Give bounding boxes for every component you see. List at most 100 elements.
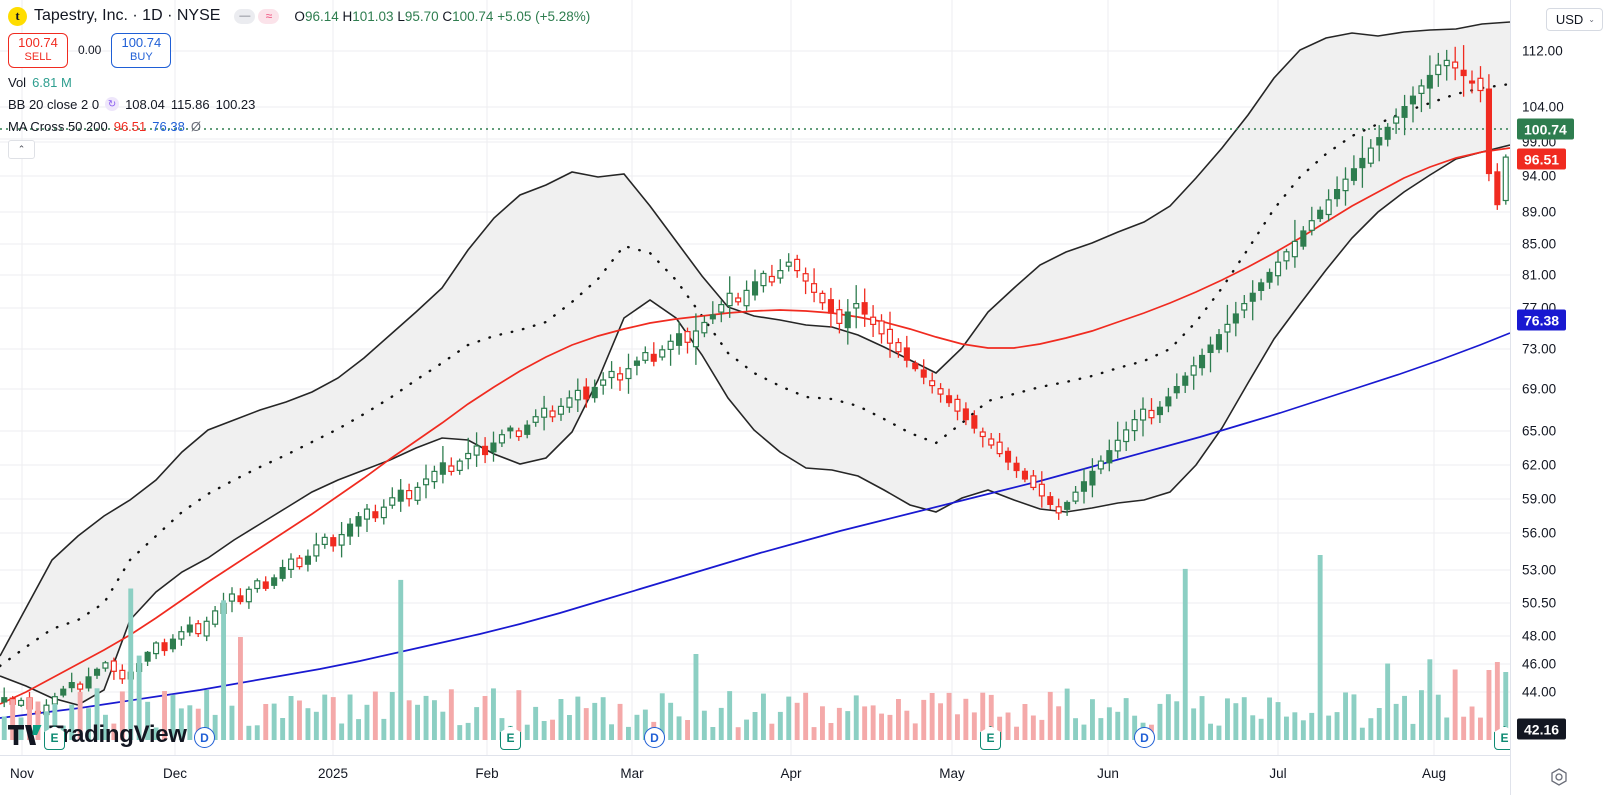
price-badge-dark: 42.16 [1517,718,1567,740]
candle-body [726,292,733,307]
volume-bar [1005,712,1011,740]
scale-settings-icon[interactable] [1549,767,1569,787]
volume-bar [676,716,682,740]
price-tick: 56.00 [1522,525,1557,541]
earnings-marker[interactable]: E [500,726,521,750]
currency-selector[interactable]: USD ⌄ [1545,8,1603,31]
volume-bar [1165,694,1171,740]
chart-legend: t Tapestry, Inc. · 1D · NYSE — ≈ O96.14 … [8,4,590,159]
candle-body [1123,429,1130,443]
volume-bar [668,702,674,740]
volume-bar [1393,703,1399,740]
dividend-marker[interactable]: D [1134,727,1155,748]
candle-body [937,388,944,395]
bb-basis-value: 108.04 [125,96,165,112]
candle-body [1494,171,1501,206]
indicator-volume[interactable]: Vol 6.81 M [8,75,590,90]
volume-bar [170,694,176,740]
volume-bar [1216,725,1222,740]
bb-label: BB 20 close 2 0 [8,96,100,112]
volume-bar [136,655,142,740]
change-value: +5.05 [497,8,532,24]
volume-bar [845,711,851,740]
volume-bar [313,711,319,740]
sell-label: SELL [24,50,52,63]
candlestick-series [1,45,1509,719]
candle-body [1106,450,1113,464]
volume-bar [1309,712,1315,740]
volume-bar [567,715,572,740]
candle-body [1004,450,1012,463]
indicator-bollinger-bands[interactable]: BB 20 close 2 0 ↻ 108.04 115.86 100.23 [8,97,590,112]
price-tick: 44.00 [1522,684,1557,700]
volume-bar [533,706,539,740]
volume-bar [119,691,125,740]
candle-body [456,460,463,472]
candle-body [659,349,666,358]
ma-cross-null-value: Ø [190,118,201,134]
candle-body [1325,199,1332,216]
price-tick: 85.00 [1522,236,1557,252]
buy-label: BUY [130,50,153,63]
buy-button[interactable]: 100.74 BUY [111,33,172,68]
volume-bar [1376,708,1382,740]
candle-body [1409,95,1417,105]
refresh-icon[interactable]: ↻ [105,97,120,112]
candle-body [810,283,818,293]
volume-bar [1064,688,1070,740]
low-value: 95.70 [404,8,439,24]
volume-bar [448,689,454,740]
volume-bar [727,691,733,740]
volume-bar [1486,670,1492,740]
volume-bar [389,692,395,740]
volume-bar [271,703,277,740]
volume-bar [887,714,893,740]
candle-body [1080,481,1088,492]
price-tick: 59.00 [1522,491,1557,507]
candle-body [929,380,936,387]
candle-body [1215,334,1223,350]
volume-bar [229,705,235,740]
volume-bar [297,700,302,740]
volume-bar [1115,711,1121,740]
candle-body [1156,406,1164,416]
candle-body [625,368,632,380]
sell-button[interactable]: 100.74 SELL [8,33,68,68]
symbol-title[interactable]: Tapestry, Inc. · 1D · NYSE [34,7,221,24]
candle-body [886,328,894,344]
earnings-marker[interactable]: E [980,726,1001,750]
volume-bar [35,701,41,740]
candle-body [288,558,295,570]
volume-bar [600,697,606,740]
candle-body [608,370,615,379]
volume-bar [364,704,370,740]
volume-bar [744,719,749,740]
chart-plot-area[interactable] [0,0,1510,755]
collapse-legend-button[interactable]: ⌃ [8,139,35,159]
adjustment-badge-icon[interactable]: ≈ [258,8,280,24]
earnings-marker[interactable]: E [44,726,65,750]
time-scale[interactable]: Nov Dec 2025 Feb Mar Apr May Jun Jul Aug [0,755,1510,795]
volume-bar [693,654,699,740]
price-tick: 104.00 [1522,99,1564,115]
dividend-marker[interactable]: D [644,727,665,748]
candle-body [524,424,531,435]
candle-body [945,395,953,404]
candle-body [439,462,446,475]
volume-bar [491,688,496,740]
price-scale[interactable]: USD ⌄ 112.00 104.00 99.00 94.00 89.00 85.00 81… [1510,0,1611,795]
volume-bar [811,727,817,740]
volume-bar [1250,715,1256,740]
volume-bar [263,704,269,740]
volume-bar [659,693,665,740]
volume-bar [1098,718,1104,740]
volume-bar [288,696,294,740]
indicator-ma-cross[interactable]: MA Cross 50 200 96.51 76.38 Ø [8,119,590,134]
candle-body [330,537,337,547]
candle-body [1291,240,1298,258]
candle-body [1443,59,1450,67]
candle-body [186,624,193,633]
candle-body [1300,230,1307,247]
dividend-marker[interactable]: D [194,727,215,748]
chart-type-badge-icon[interactable]: — [234,8,256,24]
